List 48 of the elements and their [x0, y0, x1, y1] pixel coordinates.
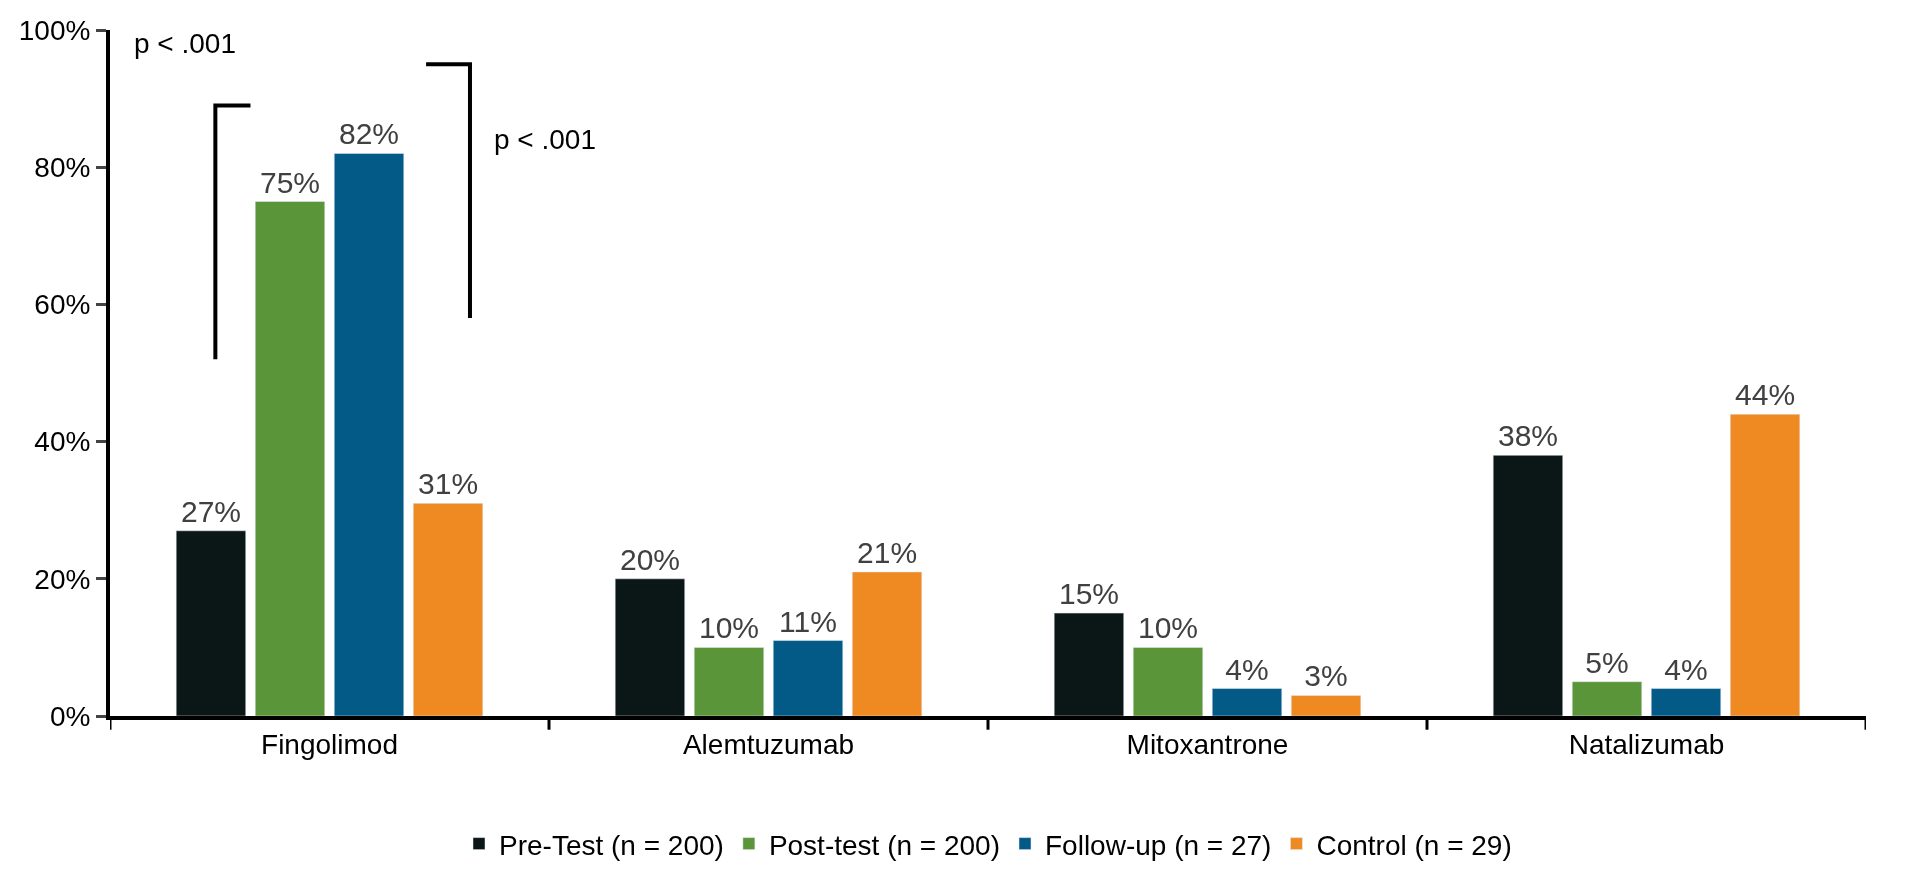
- bar: [852, 571, 923, 716]
- y-tick-label: 80%: [34, 152, 91, 183]
- annotation: p < .001: [134, 28, 236, 59]
- y-tick-label: 40%: [34, 426, 91, 458]
- legend-label: Pre-Test (n = 200): [499, 829, 724, 861]
- bar: [614, 578, 685, 716]
- bar: [1571, 681, 1643, 716]
- y-tick-label: 0%: [49, 700, 91, 732]
- data-label: 10%: [698, 611, 760, 645]
- x-tick-label: Fingolimod: [261, 728, 398, 760]
- x-tick-label: Alemtuzumab: [682, 728, 855, 760]
- y-tick-label: 100%: [18, 14, 91, 46]
- data-label: 75%: [259, 165, 321, 199]
- bar: [1730, 413, 1801, 716]
- bar: [772, 640, 844, 716]
- data-label: 82%: [338, 117, 400, 151]
- x-tick-label: Natalizumab: [1568, 728, 1725, 760]
- x-tick-label: Mitoxantrone: [1126, 728, 1289, 760]
- legend-label: Follow-up (n = 27): [1044, 829, 1272, 861]
- data-label: 44%: [1735, 378, 1796, 412]
- data-label: 5%: [1585, 645, 1629, 679]
- data-label: 4%: [1664, 652, 1708, 686]
- data-label: 38%: [1497, 419, 1558, 453]
- data-label: 15%: [1058, 577, 1119, 611]
- bar: [1132, 647, 1204, 716]
- bar: [1211, 688, 1283, 716]
- bar: [1053, 612, 1124, 716]
- data-label: 20%: [619, 542, 680, 576]
- legend-label: Control (n = 29): [1316, 829, 1512, 861]
- legend-label: Post-test (n = 200): [768, 829, 1000, 861]
- bar: [175, 530, 246, 716]
- data-label: 10%: [1137, 611, 1199, 645]
- annotation: p < .001: [494, 124, 596, 155]
- bar: [693, 647, 765, 716]
- data-label: 4%: [1225, 652, 1269, 686]
- bar: [1650, 688, 1722, 716]
- bar: [413, 503, 484, 716]
- data-label: 31%: [418, 467, 479, 501]
- y-tick-label: 20%: [34, 563, 91, 595]
- bar: [254, 201, 326, 716]
- data-label: 21%: [857, 535, 918, 569]
- data-label: 11%: [779, 604, 837, 638]
- data-label: 27%: [180, 494, 241, 528]
- bar: [1291, 695, 1362, 716]
- y-tick-label: 60%: [34, 289, 91, 321]
- data-label: 3%: [1304, 659, 1348, 693]
- bar: [1492, 455, 1563, 716]
- bar: [333, 153, 405, 716]
